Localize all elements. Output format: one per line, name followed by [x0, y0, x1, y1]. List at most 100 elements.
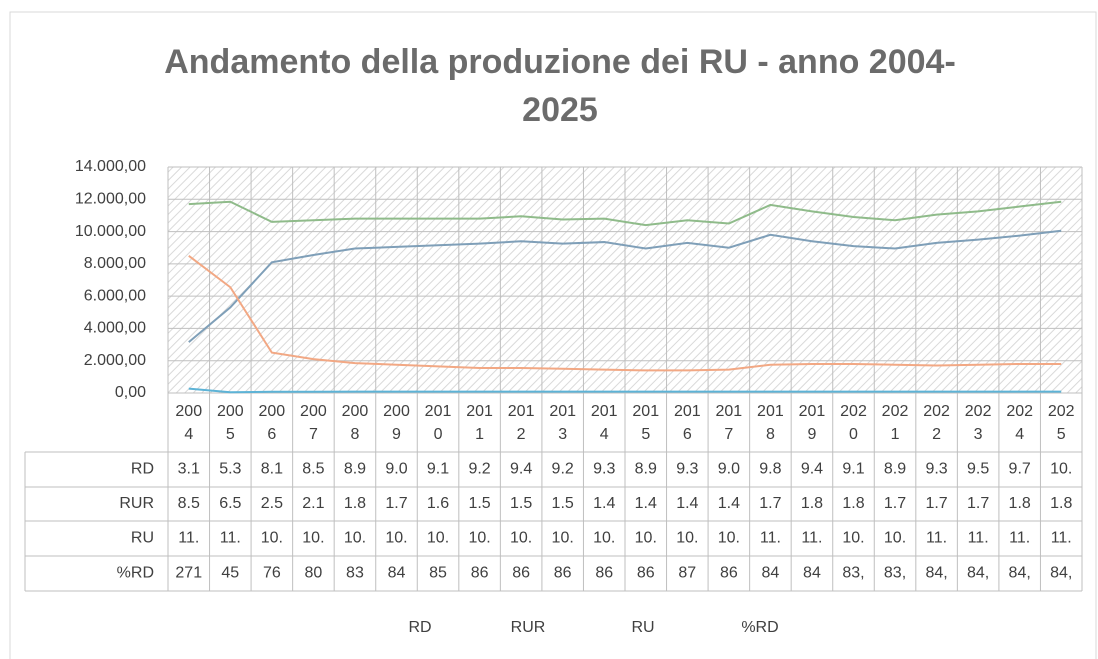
table-value: 9.4	[801, 461, 823, 478]
x-tick-label: 2024	[1006, 403, 1034, 443]
table-value: 1.5	[552, 495, 574, 512]
table-value: 9.5	[967, 461, 989, 478]
table-value: 10.	[427, 530, 449, 547]
x-tick-label: 2009	[383, 403, 410, 443]
table-value: 3.1	[178, 461, 200, 478]
table-value: 45	[221, 565, 239, 582]
table-value: 10.	[884, 530, 906, 547]
table-value: 1.4	[676, 495, 698, 512]
table-value: 11.	[178, 530, 199, 547]
table-value: 1.8	[801, 495, 823, 512]
table-value: 1.8	[344, 495, 366, 512]
x-tick-label: 2007	[300, 403, 327, 443]
table-value: 10.	[344, 530, 366, 547]
table-value: 8.5	[302, 461, 324, 478]
row-label: %RD	[117, 565, 154, 582]
line	[188, 387, 1062, 394]
x-tick-label: 2022	[923, 403, 950, 443]
table-value: 6.5	[219, 495, 241, 512]
table-value: 9.1	[427, 461, 449, 478]
table-value: 84,	[967, 565, 989, 582]
table-value: 86	[720, 565, 738, 582]
table-value: 8.1	[261, 461, 283, 478]
table-value: 85	[429, 565, 447, 582]
table-value: 1.6	[427, 495, 449, 512]
table-value: 76	[263, 565, 281, 582]
y-tick-label: 14.000,00	[75, 158, 146, 175]
x-tick-label: 2004	[175, 403, 203, 443]
x-tick-label: 2015	[632, 403, 660, 443]
table-value: 11.	[760, 530, 781, 547]
y-tick-label: 12.000,00	[75, 191, 146, 208]
table-value: 86	[637, 565, 655, 582]
table-value: 271	[175, 565, 202, 582]
legend-label: RD	[408, 619, 431, 636]
table-value: 9.3	[676, 461, 698, 478]
table-value: 11.	[926, 530, 947, 547]
x-tick-label: 2021	[881, 403, 909, 443]
table-value: 11.	[220, 530, 241, 547]
table-value: 1.7	[967, 495, 989, 512]
table-value: 1.8	[1009, 495, 1031, 512]
table-value: 9.4	[510, 461, 532, 478]
table-value: 2.5	[261, 495, 283, 512]
table-value: 84	[762, 565, 780, 582]
y-tick-label: 4.000,00	[84, 320, 146, 337]
table-value: 10.	[593, 530, 615, 547]
table-value: 83,	[842, 565, 864, 582]
x-tick-label: 2025	[1047, 403, 1075, 443]
table-value: 9.7	[1009, 461, 1031, 478]
table-value: 84	[388, 565, 406, 582]
line	[188, 254, 1062, 372]
table-value: 8.5	[178, 495, 200, 512]
table-value: 10.	[718, 530, 740, 547]
table-value: 10.	[510, 530, 532, 547]
y-tick-label: 0,00	[115, 384, 146, 401]
table-value: 10.	[842, 530, 864, 547]
y-tick-label: 10.000,00	[75, 223, 146, 240]
table-value: 9.3	[925, 461, 947, 478]
table-value: 10.	[635, 530, 657, 547]
legend-label: %RD	[741, 619, 778, 636]
table-value: 10.	[261, 530, 283, 547]
table-value: 9.3	[593, 461, 615, 478]
x-tick-label: 2023	[964, 403, 992, 443]
table-value: 1.4	[635, 495, 657, 512]
row-label: RD	[131, 461, 154, 478]
table-value: 1.8	[842, 495, 864, 512]
table-value: 1.5	[510, 495, 532, 512]
table-value: 10.	[552, 530, 574, 547]
table-value: 84,	[925, 565, 947, 582]
table-value: 10.	[468, 530, 490, 547]
row-label: RU	[131, 530, 154, 547]
table-value: 11.	[968, 530, 989, 547]
table-value: 10.	[385, 530, 407, 547]
table-value: 1.7	[385, 495, 407, 512]
y-tick-label: 6.000,00	[84, 287, 146, 304]
table-value: 11.	[1051, 530, 1072, 547]
border	[9, 11, 1097, 659]
table-value: 87	[678, 565, 696, 582]
x-tick-label: 2011	[466, 403, 493, 443]
x-tick-label: 2012	[507, 403, 535, 443]
table-value: 86	[471, 565, 489, 582]
table-value: 1.7	[884, 495, 906, 512]
table-value: 9.0	[718, 461, 740, 478]
row-label: RUR	[119, 495, 154, 512]
table-value: 11.	[1009, 530, 1030, 547]
table-value: 1.4	[593, 495, 615, 512]
table-value: 1.7	[925, 495, 947, 512]
table-value: 1.5	[468, 495, 490, 512]
x-tick-label: 2008	[341, 403, 369, 443]
table-value: 11.	[801, 530, 822, 547]
table-value: 9.0	[385, 461, 407, 478]
table-value: 1.7	[759, 495, 781, 512]
table-value: 9.2	[468, 461, 490, 478]
y-tick-label: 2.000,00	[84, 352, 146, 369]
line	[188, 200, 1062, 227]
table-value: 84	[803, 565, 821, 582]
table-value: 9.8	[759, 461, 781, 478]
table-value: 80	[305, 565, 323, 582]
